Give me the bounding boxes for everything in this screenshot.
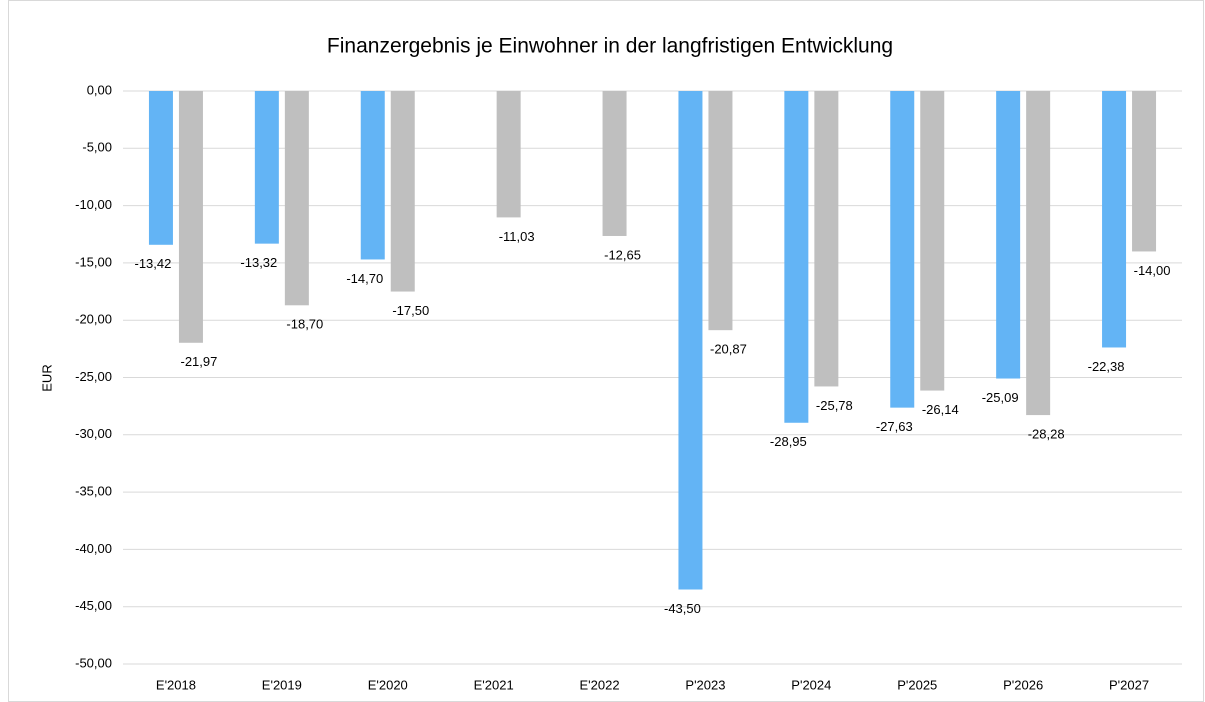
data-label: -22,38 xyxy=(1088,359,1125,374)
bar xyxy=(1102,91,1127,348)
data-label: -18,70 xyxy=(286,317,323,332)
bar xyxy=(708,91,733,331)
bar xyxy=(178,91,203,343)
y-tick-label: 0,00 xyxy=(87,82,112,97)
x-tick-label: P'2025 xyxy=(897,677,937,692)
x-tick-label: P'2024 xyxy=(791,677,831,692)
x-tick-label: E'2021 xyxy=(474,677,514,692)
x-tick-label: P'2023 xyxy=(685,677,725,692)
data-label: -25,78 xyxy=(816,398,853,413)
y-tick-label: -15,00 xyxy=(75,254,112,269)
y-tick-label: -25,00 xyxy=(75,369,112,384)
y-tick-label: -35,00 xyxy=(75,484,112,499)
chart-title: Finanzergebnis je Einwohner in der langf… xyxy=(327,35,893,58)
bar xyxy=(1026,91,1051,416)
bar xyxy=(920,91,945,391)
x-tick-label: E'2020 xyxy=(368,677,408,692)
data-label: -26,14 xyxy=(922,402,959,417)
bar xyxy=(496,91,521,218)
y-tick-label: -5,00 xyxy=(82,140,112,155)
y-axis-label: EUR xyxy=(39,364,54,391)
y-tick-label: -10,00 xyxy=(75,197,112,212)
y-tick-label: -20,00 xyxy=(75,312,112,327)
data-label: -43,50 xyxy=(664,601,701,616)
bar xyxy=(602,91,627,236)
bar xyxy=(1132,91,1157,252)
bar xyxy=(678,91,703,590)
bar xyxy=(360,91,385,260)
data-label: -13,42 xyxy=(135,256,172,271)
bar xyxy=(814,91,839,387)
data-label: -11,03 xyxy=(499,229,535,244)
x-tick-label: E'2019 xyxy=(262,677,302,692)
data-label: -28,28 xyxy=(1028,427,1065,442)
data-label: -12,65 xyxy=(604,247,641,262)
data-label: -21,97 xyxy=(181,354,218,369)
x-tick-label: P'2026 xyxy=(1003,677,1043,692)
x-tick-label: P'2027 xyxy=(1109,677,1149,692)
bar xyxy=(284,91,309,306)
bar xyxy=(254,91,279,244)
data-label: -28,95 xyxy=(770,434,807,449)
data-label: -20,87 xyxy=(710,342,747,357)
data-label: -14,00 xyxy=(1134,263,1171,278)
x-tick-label: E'2018 xyxy=(156,677,196,692)
y-tick-label: -45,00 xyxy=(75,598,112,613)
bar xyxy=(784,91,809,423)
data-label: -17,50 xyxy=(392,303,429,318)
bar xyxy=(996,91,1021,379)
y-tick-label: -30,00 xyxy=(75,426,112,441)
y-tick-label: -40,00 xyxy=(75,541,112,556)
data-label: -13,32 xyxy=(240,255,277,270)
bar xyxy=(890,91,915,408)
bar xyxy=(390,91,415,292)
data-label: -25,09 xyxy=(982,390,1019,405)
bar xyxy=(148,91,173,245)
x-tick-label: E'2022 xyxy=(580,677,620,692)
data-label: -14,70 xyxy=(346,271,383,286)
y-tick-label: -50,00 xyxy=(75,655,112,670)
data-label: -27,63 xyxy=(876,419,913,434)
